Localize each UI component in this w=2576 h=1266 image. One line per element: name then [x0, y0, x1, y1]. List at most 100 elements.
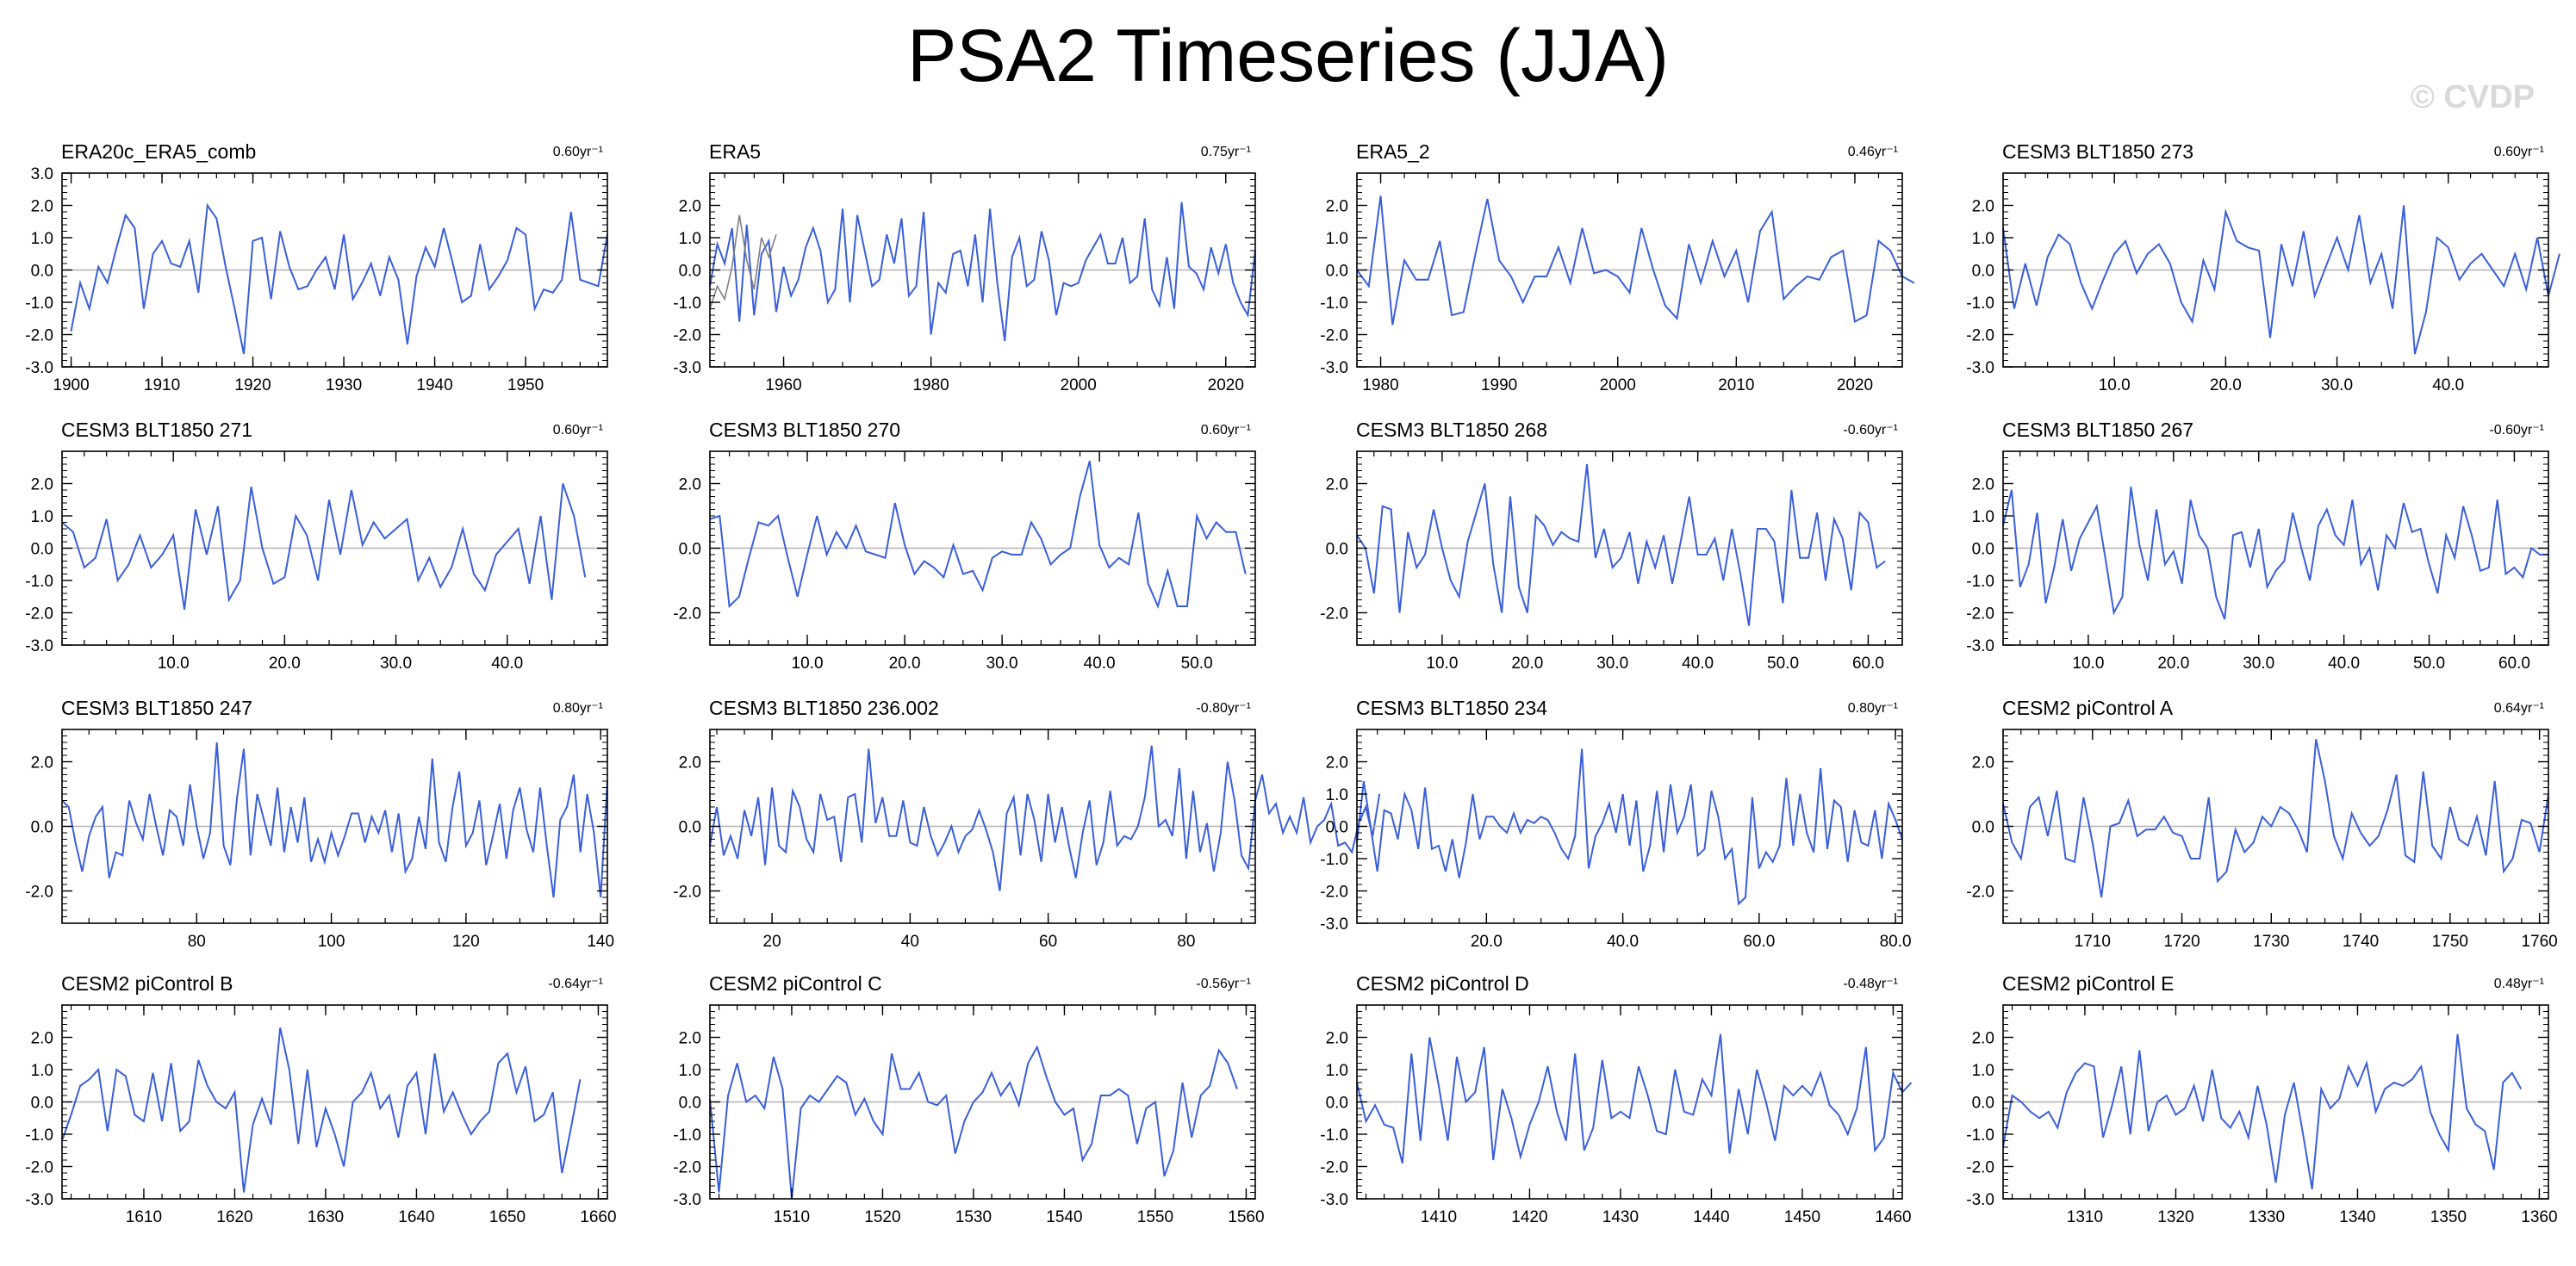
y-tick-label: 2.0 [1972, 1030, 1994, 1048]
chart-panel: CESM3 BLT1850 271 0.60yr⁻¹ 10.0 20.0 30.0 40.… [25, 419, 608, 673]
panel-title: CESM3 BLT1850 247 [61, 697, 252, 719]
y-tick-label: 2.0 [1326, 198, 1348, 216]
y-tick-label: 0.0 [31, 819, 53, 837]
y-tick-label: 0.0 [31, 263, 53, 281]
x-tick-label: 1650 [489, 1208, 526, 1226]
x-tick-label: 1920 [234, 376, 271, 394]
panel-title: ERA20c_ERA5_comb [61, 140, 256, 163]
y-tick-label: 1.0 [31, 508, 53, 526]
trend-label: 0.60yr⁻¹ [553, 423, 603, 438]
trend-label: 0.64yr⁻¹ [2494, 701, 2544, 716]
x-tick-label: 40.0 [1682, 655, 1714, 673]
trend-label: -0.64yr⁻¹ [548, 977, 603, 991]
x-tick-label: 60 [1039, 933, 1057, 951]
trend-label: 0.75yr⁻¹ [1201, 145, 1251, 159]
x-tick-label: 20.0 [1471, 933, 1503, 951]
y-tick-label: 2.0 [1972, 754, 1994, 773]
y-tick-label: 0.0 [1326, 1095, 1348, 1113]
y-tick-label: -2.0 [673, 884, 701, 902]
x-tick-label: 1330 [2249, 1208, 2285, 1226]
x-tick-label: 1410 [1421, 1208, 1457, 1226]
chart-panel: CESM2 piControl D -0.48yr⁻¹ 1410 1420 1430 14… [1320, 972, 1913, 1226]
y-tick-label: 1.0 [31, 230, 53, 248]
watermark: © CVDP [2410, 79, 2535, 115]
y-tick-label: 0.0 [679, 819, 701, 837]
x-tick-label: 30.0 [2321, 376, 2353, 394]
x-tick-label: 1950 [507, 376, 544, 394]
page-title: PSA2 Timeseries (JJA) [906, 15, 1670, 97]
series-line [709, 745, 1381, 891]
y-tick-label: -1.0 [1966, 1126, 1994, 1145]
trend-label: -0.48yr⁻¹ [1843, 977, 1898, 991]
x-tick-label: 1420 [1511, 1208, 1547, 1226]
y-tick-label: -3.0 [1320, 915, 1348, 934]
trend-label: -0.56yr⁻¹ [1196, 977, 1251, 991]
y-tick-label: 0.0 [31, 1095, 53, 1113]
x-tick-label: 40 [901, 933, 919, 951]
series-line [61, 742, 608, 898]
trend-label: 0.80yr⁻¹ [553, 701, 603, 716]
y-tick-label: -2.0 [1966, 327, 1994, 345]
y-tick-label: -2.0 [1966, 884, 1994, 902]
series-line [1356, 195, 1915, 326]
x-tick-label: 1350 [2430, 1208, 2467, 1226]
y-tick-label: -1.0 [1966, 295, 1994, 313]
x-tick-label: 30.0 [2243, 655, 2274, 673]
x-tick-label: 1940 [416, 376, 452, 394]
series-line [2002, 739, 2549, 898]
trend-label: -0.60yr⁻¹ [1843, 423, 1898, 438]
panel-title: CESM3 BLT1850 268 [1356, 419, 1547, 441]
y-tick-label: 3.0 [31, 165, 53, 183]
x-tick-label: 1720 [2163, 933, 2200, 951]
series-line [1356, 1033, 1913, 1164]
y-tick-label: 2.0 [679, 1030, 701, 1048]
y-tick-label: -3.0 [25, 1191, 53, 1209]
x-tick-label: 50.0 [1767, 655, 1799, 673]
panel-title: CESM3 BLT1850 267 [2002, 419, 2193, 441]
y-tick-label: 0.0 [1326, 541, 1348, 559]
y-tick-label: 0.0 [679, 541, 701, 559]
y-tick-label: 0.0 [31, 541, 53, 559]
trend-label: 0.48yr⁻¹ [2494, 977, 2544, 991]
y-tick-label: 2.0 [31, 198, 53, 216]
y-tick-label: -3.0 [673, 359, 701, 377]
overlay-series-line [709, 214, 777, 309]
x-tick-label: 80 [1177, 933, 1195, 951]
x-tick-label: 80.0 [1880, 933, 1912, 951]
y-tick-label: -1.0 [1320, 1126, 1348, 1145]
y-tick-label: 2.0 [31, 754, 53, 773]
y-tick-label: -3.0 [25, 637, 53, 655]
x-tick-label: 1660 [580, 1208, 616, 1226]
x-tick-label: 1640 [398, 1208, 434, 1226]
y-tick-label: 1.0 [1972, 1062, 1994, 1080]
x-tick-label: 100 [318, 933, 345, 951]
y-tick-label: -3.0 [1966, 1191, 1994, 1209]
x-tick-label: 1710 [2075, 933, 2111, 951]
y-tick-label: 1.0 [31, 1062, 53, 1080]
trend-label: 0.46yr⁻¹ [1848, 145, 1898, 159]
x-tick-label: 1430 [1602, 1208, 1639, 1226]
panel-title: CESM3 BLT1850 236.002 [709, 697, 939, 719]
x-tick-label: 50.0 [2413, 655, 2445, 673]
series-line [61, 483, 587, 610]
y-tick-label: 2.0 [679, 198, 701, 216]
y-tick-label: -1.0 [1320, 295, 1348, 313]
y-tick-label: 1.0 [679, 1062, 701, 1080]
chart-panel: CESM3 BLT1850 234 0.80yr⁻¹ 20.0 40.0 60.0 80.… [1320, 697, 1911, 951]
y-tick-label: -1.0 [1320, 851, 1348, 869]
x-tick-label: 1340 [2339, 1208, 2375, 1226]
x-tick-label: 80 [188, 933, 206, 951]
chart-panel: CESM3 BLT1850 267 -0.60yr⁻¹ 10.0 20.0 30.0 40… [1966, 419, 2549, 673]
x-tick-label: 2020 [1208, 376, 1244, 394]
chart-panel: CESM3 BLT1850 268 -0.60yr⁻¹ 10.0 20.0 30.0 40… [1320, 419, 1903, 673]
panel-title: ERA5 [709, 140, 761, 163]
y-tick-label: 1.0 [1972, 508, 1994, 526]
x-tick-label: 2000 [1061, 376, 1097, 394]
panel-title: CESM2 piControl C [709, 972, 882, 995]
x-tick-label: 1990 [1481, 376, 1517, 394]
x-tick-label: 20.0 [1511, 655, 1543, 673]
y-tick-label: -3.0 [673, 1191, 701, 1209]
x-tick-label: 1730 [2253, 933, 2289, 951]
x-tick-label: 30.0 [1596, 655, 1628, 673]
